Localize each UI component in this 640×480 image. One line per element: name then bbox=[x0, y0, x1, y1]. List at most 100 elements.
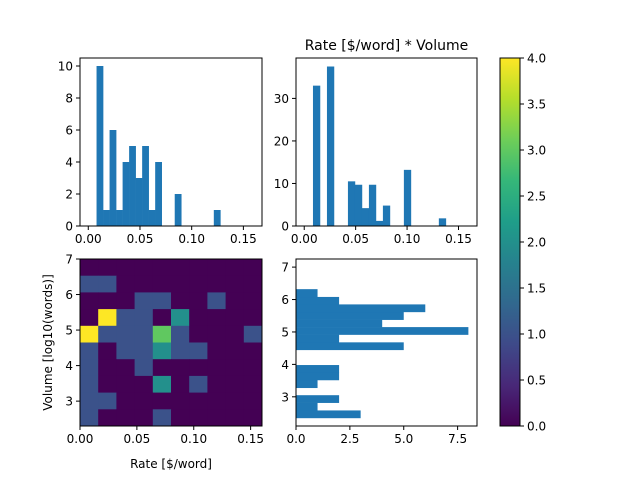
histogram-bar bbox=[296, 319, 383, 328]
histogram-bar bbox=[354, 184, 363, 226]
hist2d-xtick-label: 0.15 bbox=[237, 432, 264, 446]
volume-histogram-bars bbox=[296, 289, 469, 419]
histogram-bar bbox=[296, 395, 340, 403]
hist1-xtick-label: 0.15 bbox=[445, 232, 472, 246]
histogram-bar bbox=[403, 169, 412, 226]
volhist-ytick-label: 4 bbox=[281, 358, 289, 372]
histogram-bar bbox=[312, 85, 321, 226]
volhist-xtick-label: 2.5 bbox=[340, 432, 359, 446]
histogram-bar bbox=[174, 194, 182, 226]
heatmap-cell bbox=[98, 342, 117, 360]
hist1-ytick-label: 30 bbox=[274, 92, 289, 106]
heatmap-cell bbox=[189, 375, 208, 393]
colorbar: 0.0 0.5 1.0 1.5 2.0 2.5 3.0 3.5 4.0 bbox=[499, 52, 546, 434]
histogram-bar bbox=[148, 210, 156, 226]
colorbar-gradient bbox=[500, 58, 520, 426]
heatmap-cell bbox=[98, 292, 117, 310]
heatmap-cell bbox=[134, 275, 154, 293]
heatmap-cell bbox=[134, 309, 154, 327]
volhist-xtick-label: 7.5 bbox=[448, 432, 467, 446]
heatmap-cell bbox=[189, 309, 208, 327]
heatmap-cell bbox=[225, 359, 245, 377]
heatmap-cell bbox=[116, 259, 135, 277]
weighted-histogram-title: Rate [$/word] * Volume bbox=[305, 38, 468, 54]
heatmap-cell bbox=[116, 359, 135, 377]
heatmap-cell bbox=[134, 325, 154, 343]
hist0-xtick-label: 0.00 bbox=[75, 232, 102, 246]
histogram-bar bbox=[296, 296, 340, 305]
rate-histogram-panel: 0.00 0.05 0.10 0.15 0 2 4 6 8 10 bbox=[58, 57, 263, 246]
heatmap-cell bbox=[152, 375, 172, 393]
heatmap-cell bbox=[207, 342, 226, 360]
heatmap-cell bbox=[171, 342, 190, 360]
hist2d-ytick-label: 5 bbox=[65, 324, 73, 338]
heatmap-cell bbox=[80, 342, 99, 360]
colorbar-tick-label: 0.5 bbox=[527, 374, 546, 388]
colorbar-tick-label: 0.0 bbox=[527, 420, 546, 434]
volhist-ytick-label: 3 bbox=[281, 390, 289, 404]
histogram-bar bbox=[296, 334, 340, 343]
heatmap-cell bbox=[116, 375, 135, 393]
heatmap-cell bbox=[207, 325, 226, 343]
hist0-ytick-label: 10 bbox=[58, 60, 73, 74]
histogram-bar bbox=[142, 146, 149, 226]
heatmap-cell bbox=[80, 275, 99, 293]
histogram-bar bbox=[296, 402, 318, 411]
heatmap-cell bbox=[171, 392, 190, 410]
heatmap-cell bbox=[207, 375, 226, 393]
histogram-bar bbox=[296, 365, 340, 373]
heatmap-cell bbox=[189, 359, 208, 377]
heatmap-cell bbox=[152, 309, 172, 327]
heatmap-cell bbox=[134, 409, 154, 427]
rate-histogram-frame bbox=[79, 57, 263, 227]
heatmap-cell bbox=[171, 409, 190, 427]
heatmap-cell bbox=[171, 359, 190, 377]
histogram-bar bbox=[326, 66, 335, 226]
hist1-ytick-label: 0 bbox=[281, 220, 289, 234]
heatmap-cell bbox=[171, 275, 190, 293]
volhist-xtick-label: 5.0 bbox=[394, 432, 413, 446]
hist1-xtick-label: 0.10 bbox=[394, 232, 421, 246]
weighted-histogram-bars bbox=[312, 66, 447, 226]
histogram-bar bbox=[382, 205, 391, 226]
hist2d-ticks: 0.00 0.05 0.10 0.15 3 4 5 6 7 bbox=[65, 253, 264, 447]
heatmap-cell bbox=[134, 392, 154, 410]
heatmap-cell bbox=[134, 292, 154, 310]
heatmap-cell bbox=[207, 309, 226, 327]
hist0-xtick-label: 0.15 bbox=[230, 232, 257, 246]
heatmap-cell bbox=[98, 309, 117, 327]
volume-histogram-ticks: 0.0 2.5 5.0 7.5 3 4 5 6 7 bbox=[281, 261, 467, 446]
volhist-ytick-label: 7 bbox=[281, 261, 289, 275]
heatmap-cell bbox=[243, 259, 263, 277]
heatmap-cell bbox=[243, 409, 263, 427]
heatmap-cell bbox=[98, 359, 117, 377]
heatmap-cell bbox=[243, 359, 263, 377]
weighted-histogram-panel: 0.00 0.05 0.10 0.15 0 10 20 30 Rate [$/word] * … bbox=[274, 38, 478, 246]
heatmap-cell bbox=[225, 292, 245, 310]
histogram-bar bbox=[296, 410, 361, 419]
histogram-bar bbox=[375, 220, 384, 226]
heatmap-cell bbox=[98, 392, 117, 410]
heatmap-cell bbox=[189, 292, 208, 310]
histogram-bar bbox=[96, 66, 104, 226]
heatmap-cell bbox=[225, 342, 245, 360]
heatmap-cell bbox=[171, 325, 190, 343]
heatmap-cell bbox=[98, 325, 117, 343]
histogram-bar bbox=[368, 184, 377, 226]
hist2d-ytick-label: 3 bbox=[65, 395, 73, 409]
heatmap-cell bbox=[134, 259, 154, 277]
heatmap-cell bbox=[116, 342, 135, 360]
heatmap-cell bbox=[152, 292, 172, 310]
hist1-ytick-label: 10 bbox=[274, 177, 289, 191]
histogram-bar bbox=[155, 162, 162, 226]
heatmap-cell bbox=[152, 259, 172, 277]
hist2d-cells bbox=[80, 259, 263, 427]
heatmap-cell bbox=[116, 309, 135, 327]
hist0-xtick-label: 0.05 bbox=[127, 232, 154, 246]
heatmap-cell bbox=[243, 292, 263, 310]
rate-histogram-bars bbox=[96, 66, 221, 226]
heatmap-cell bbox=[98, 409, 117, 427]
hist2d-ytick-label: 4 bbox=[65, 359, 73, 373]
heatmap-cell bbox=[225, 375, 245, 393]
